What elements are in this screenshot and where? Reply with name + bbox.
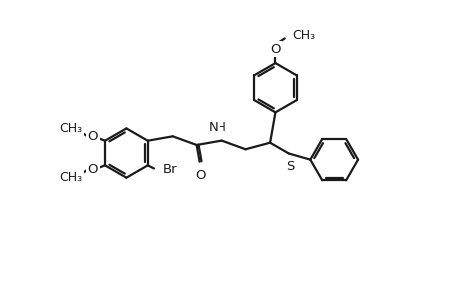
Text: N: N (208, 121, 218, 134)
Text: H: H (217, 121, 225, 134)
Text: S: S (285, 160, 294, 172)
Text: O: O (87, 163, 98, 176)
Text: O: O (269, 43, 280, 56)
Text: O: O (87, 130, 98, 143)
Text: CH₃: CH₃ (60, 122, 83, 135)
Text: Br: Br (163, 164, 177, 176)
Text: CH₃: CH₃ (60, 171, 83, 184)
Text: O: O (195, 169, 205, 182)
Text: CH₃: CH₃ (292, 29, 315, 42)
